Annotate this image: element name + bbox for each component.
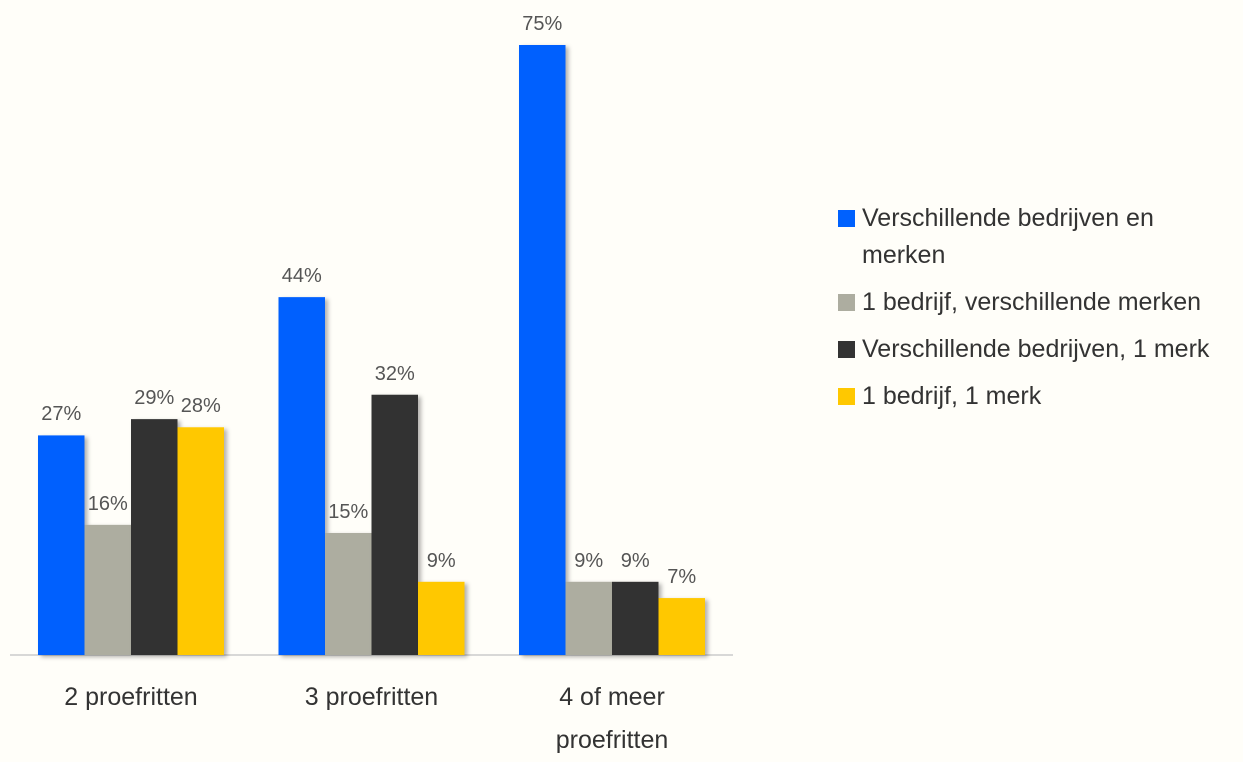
legend-item: 1 bedrijf, 1 merk bbox=[838, 378, 1243, 415]
bar bbox=[177, 427, 224, 655]
legend-swatch bbox=[838, 388, 855, 405]
data-label: 27% bbox=[41, 403, 82, 426]
data-label: 9% bbox=[620, 549, 650, 572]
bar bbox=[565, 581, 612, 655]
data-label: 28% bbox=[180, 395, 221, 418]
legend: Verschillende bedrijven en merken 1 bedri… bbox=[838, 200, 1243, 425]
legend-item: Verschillende bedrijven, 1 merk bbox=[838, 331, 1243, 368]
legend-label: 1 bedrijf, 1 merk bbox=[862, 382, 1042, 410]
bar bbox=[278, 297, 325, 655]
bar bbox=[84, 524, 131, 655]
legend-label: Verschillende bedrijven en merken bbox=[862, 204, 1154, 269]
data-label: 9% bbox=[574, 549, 604, 572]
legend-label: 1 bedrijf, verschillende merken bbox=[862, 288, 1202, 316]
data-label: 29% bbox=[134, 387, 175, 410]
data-label: 16% bbox=[87, 492, 128, 515]
bar bbox=[658, 598, 705, 655]
data-label: 15% bbox=[328, 501, 369, 523]
bar bbox=[38, 435, 85, 655]
x-tick-label: 4 of meer proefritten bbox=[555, 683, 669, 754]
bar bbox=[131, 419, 178, 655]
x-tick-label: 2 proefritten bbox=[64, 683, 198, 711]
bar bbox=[519, 45, 566, 655]
data-label: 7% bbox=[667, 566, 697, 589]
data-label: 32% bbox=[374, 362, 415, 385]
data-label: 44% bbox=[281, 265, 322, 288]
legend-item: 1 bedrijf, verschillende merken bbox=[838, 284, 1243, 321]
bar bbox=[612, 581, 659, 655]
legend-label: Verschillende bedrijven, 1 merk bbox=[862, 335, 1210, 363]
bar bbox=[418, 581, 465, 655]
legend-swatch bbox=[838, 341, 855, 358]
legend-item: Verschillende bedrijven en merken bbox=[838, 200, 1243, 274]
bar bbox=[325, 533, 372, 655]
data-label: 9% bbox=[426, 549, 456, 572]
data-label: 75% bbox=[522, 13, 563, 35]
legend-swatch bbox=[838, 210, 855, 227]
bar bbox=[371, 394, 418, 655]
legend-swatch bbox=[838, 294, 855, 311]
x-tick-label: 3 proefritten bbox=[304, 683, 439, 711]
